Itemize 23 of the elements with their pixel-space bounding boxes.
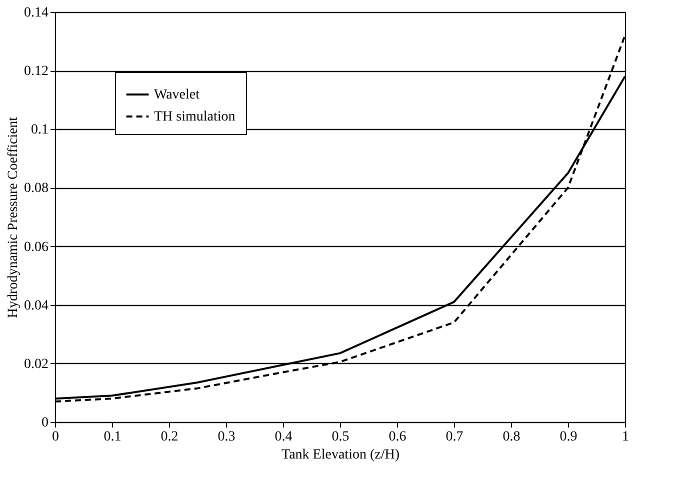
x-tick-label: 0.5 [332,430,350,444]
x-tick-label: 0.1 [104,430,122,444]
legend-label: TH simulation [154,110,236,124]
y-tick-label: 0.04 [24,298,48,314]
x-tick-label: 1 [622,430,629,444]
x-tick-label: 0.9 [560,430,578,444]
x-tick-label: 0.7 [446,430,464,444]
x-tick-label: 0.6 [388,430,406,444]
y-tick-label: 0 [42,416,48,430]
y-tick-label: 0.12 [24,64,48,80]
x-tick-label: 0.2 [160,430,178,444]
x-tick-label: 0.8 [502,430,520,444]
y-axis-title: Hydrodynamic Pressure Coefficient [6,116,21,318]
y-tick-label: 0.14 [24,6,48,20]
y-tick-label: 0.06 [24,240,48,255]
y-tick-label: 0.02 [24,356,48,372]
x-axis-title: Tank Elevation (z/H) [282,448,400,462]
x-tick-label: 0.3 [218,430,236,444]
legend-label: Wavelet [154,88,200,102]
y-tick-label: 0.08 [24,181,48,196]
y-tick-label: 0.1 [31,122,48,138]
x-tick-label: 0.4 [274,430,292,444]
x-tick-label: 0 [52,430,59,444]
